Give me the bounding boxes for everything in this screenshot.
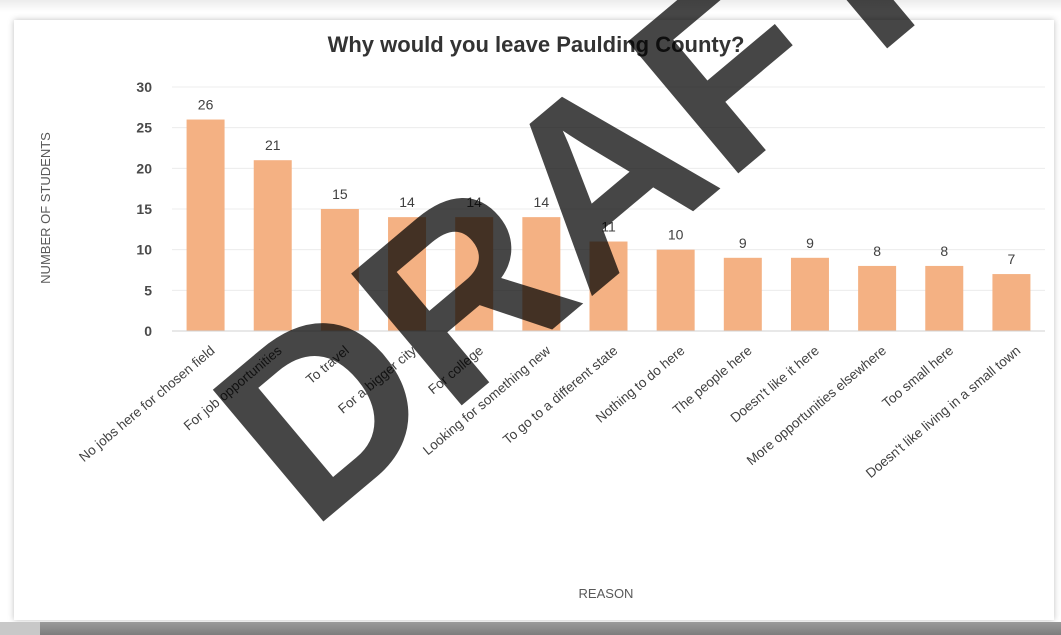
y-tick-label: 5	[144, 282, 152, 298]
y-axis-title: NUMBER OF STUDENTS	[38, 132, 53, 284]
y-tick-label: 25	[136, 120, 152, 136]
bars	[186, 119, 1031, 332]
bar	[589, 241, 628, 331]
y-tick-label: 15	[136, 201, 152, 217]
y-tick-label: 20	[136, 160, 152, 176]
bar	[858, 265, 897, 331]
y-tick-label: 0	[144, 323, 152, 339]
bar	[790, 257, 829, 331]
bar	[186, 119, 225, 332]
bar	[925, 265, 964, 331]
data-label: 10	[668, 227, 684, 243]
y-tick-label: 10	[136, 242, 152, 258]
chart-title: Why would you leave Paulding County?	[328, 32, 745, 57]
data-label: 7	[1008, 251, 1016, 267]
data-label: 11	[601, 219, 616, 235]
bar	[388, 217, 427, 331]
data-label: 9	[739, 235, 747, 251]
bar	[656, 249, 695, 331]
y-axis-ticks: 0 5 10 15 20 25 30	[136, 79, 152, 339]
bar	[992, 274, 1031, 331]
data-label: 8	[873, 243, 881, 259]
data-label: 14	[399, 194, 415, 210]
frame-bottom-edge-left	[0, 622, 40, 635]
data-label: 14	[534, 194, 550, 210]
data-label: 15	[332, 186, 348, 202]
data-label: 21	[265, 137, 281, 153]
frame-bottom-edge	[40, 622, 1061, 635]
data-label: 8	[940, 243, 948, 259]
data-label: 14	[466, 194, 482, 210]
y-tick-label: 30	[136, 79, 152, 95]
bar	[253, 160, 292, 331]
x-axis-title: REASON	[579, 586, 634, 601]
data-labels: 26 21 15 14 14 14 11 10 9 9 8 8 7	[198, 97, 1016, 268]
x-tick-label: More opportunities elsewhere	[744, 343, 889, 468]
data-label: 9	[806, 235, 814, 251]
bar	[723, 257, 762, 331]
bar	[522, 217, 561, 331]
bar	[320, 209, 359, 331]
data-label: 26	[198, 97, 214, 113]
bar	[455, 217, 494, 331]
